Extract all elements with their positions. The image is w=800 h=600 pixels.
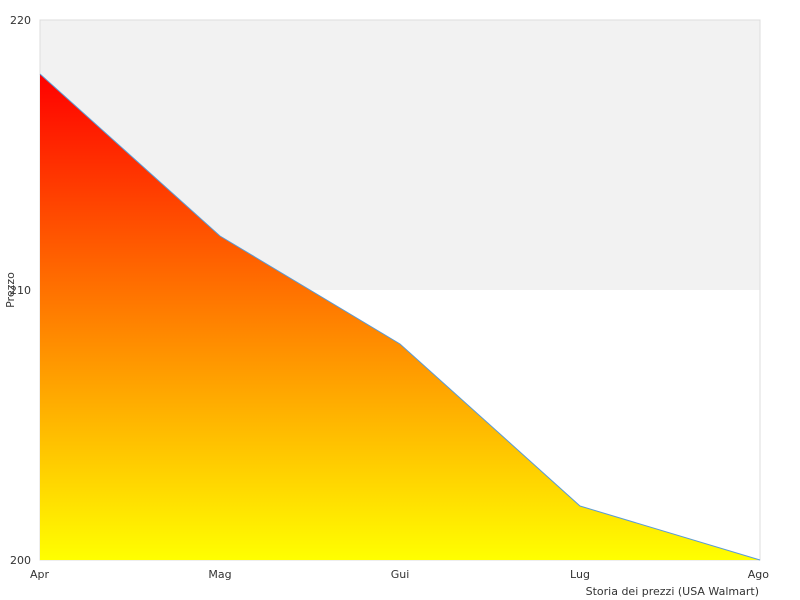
x-tick-label: Apr xyxy=(30,568,50,581)
x-axis-ticks: Apr Mag Gui Lug Ago xyxy=(30,568,769,581)
x-tick-label: Ago xyxy=(748,568,770,581)
y-axis-label: Prezzo xyxy=(4,272,17,308)
x-tick-label: Gui xyxy=(391,568,410,581)
y-tick-label: 210 xyxy=(10,284,31,297)
y-axis-ticks: 200 210 220 xyxy=(10,14,31,567)
y-tick-label: 200 xyxy=(10,554,31,567)
x-tick-label: Lug xyxy=(570,568,590,581)
x-axis-label: Storia dei prezzi (USA Walmart) xyxy=(586,585,759,598)
price-line xyxy=(39,73,761,561)
price-area xyxy=(40,74,760,560)
y-tick-label: 220 xyxy=(10,14,31,27)
x-tick-label: Mag xyxy=(208,568,231,581)
